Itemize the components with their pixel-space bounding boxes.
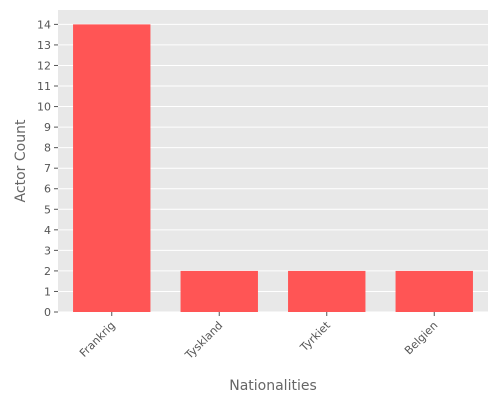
bar-tyrkiet — [288, 270, 366, 312]
y-tick-label: 0 — [44, 306, 51, 319]
x-tick-label: Tyrkiet — [297, 318, 333, 354]
bars — [73, 24, 473, 313]
y-tick-label: 9 — [44, 121, 51, 134]
bar-belgien — [395, 270, 473, 312]
x-axis-label: Nationalities — [229, 378, 317, 394]
y-tick-label: 4 — [44, 224, 51, 237]
x-tick-label: Belgien — [402, 319, 440, 357]
y-tick-label: 5 — [44, 203, 51, 216]
y-tick-label: 3 — [44, 244, 51, 257]
bar-frankrig — [73, 24, 151, 313]
x-tick-label: Tyskland — [182, 319, 225, 362]
y-tick-label: 8 — [44, 142, 51, 155]
x-axis-ticks: Frankrig Tyskland Tyrkiet Belgien — [77, 312, 440, 362]
y-tick-label: 14 — [37, 18, 51, 31]
y-tick-label: 12 — [37, 59, 51, 72]
y-tick-label: 7 — [44, 162, 51, 175]
y-tick-label: 10 — [37, 101, 51, 114]
y-axis-label: Actor Count — [13, 119, 29, 202]
y-tick-label: 6 — [44, 183, 51, 196]
y-tick-label: 2 — [44, 265, 51, 278]
y-tick-label: 1 — [44, 285, 51, 298]
y-tick-label: 11 — [37, 80, 51, 93]
x-tick-label: Frankrig — [77, 319, 118, 360]
y-tick-label: 13 — [37, 39, 51, 52]
bar-tyskland — [180, 270, 258, 312]
